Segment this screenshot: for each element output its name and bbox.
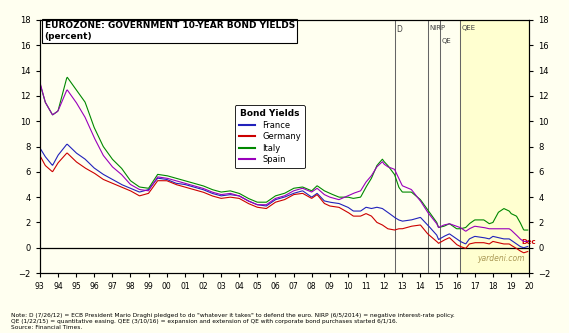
Text: yardeni.com: yardeni.com <box>477 254 524 263</box>
Text: Note: D (7/26/12) = ECB President Mario Draghi pledged to do "whatever it takes": Note: D (7/26/12) = ECB President Mario … <box>11 313 455 330</box>
Text: EUROZONE: GOVERNMENT 10-YEAR BOND YIELDS
(percent): EUROZONE: GOVERNMENT 10-YEAR BOND YIELDS… <box>45 21 295 41</box>
Text: QEE: QEE <box>461 25 476 31</box>
Legend: France, Germany, Italy, Spain: France, Germany, Italy, Spain <box>234 105 305 168</box>
Text: QE: QE <box>442 38 451 44</box>
Text: Dec: Dec <box>521 239 535 245</box>
Bar <box>460 20 533 273</box>
Text: D: D <box>396 25 402 34</box>
Text: NIRP: NIRP <box>430 25 446 31</box>
